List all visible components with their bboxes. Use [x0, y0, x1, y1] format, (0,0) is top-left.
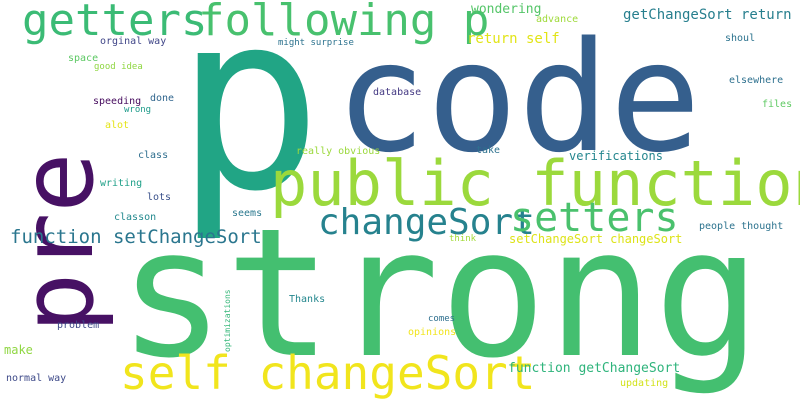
word-following-p: following p	[198, 0, 490, 46]
word-think: think	[449, 234, 477, 244]
word-code: code	[335, 9, 702, 186]
word-speeding: speeding	[93, 96, 142, 107]
word-p: p	[175, 0, 323, 245]
word-done: done	[150, 93, 175, 104]
word-orginal-way: orginal way	[100, 36, 167, 47]
word-take: take	[476, 145, 501, 156]
word-public-function: public function	[270, 147, 800, 220]
word-thanks: Thanks	[289, 294, 326, 305]
word-updating: updating	[620, 378, 669, 389]
word-function-getchangesort: function getChangeSort	[508, 361, 681, 376]
word-opinions: opinions	[408, 327, 457, 338]
word-wondering: wondering	[471, 2, 542, 17]
word-people-thought: people thought	[699, 221, 784, 232]
word-function-setchangesort: function setChangeSort	[10, 226, 262, 248]
word-elsewhere: elsewhere	[729, 75, 784, 86]
word-space: space	[68, 53, 99, 64]
word-return-self: return self	[467, 31, 560, 47]
word-wrong: wrong	[124, 105, 152, 115]
word-really-obvious: really obvious	[296, 146, 381, 157]
word-normal-way: normal way	[6, 373, 67, 384]
word-make: make	[4, 343, 33, 357]
word-changesort: changeSort	[318, 202, 535, 243]
word-optimizations: optimizations	[223, 289, 232, 352]
word-lots: lots	[147, 192, 172, 203]
word-setchangesort-changesort: setChangeSort changeSort	[509, 232, 683, 246]
word-self-changesort: self changeSort	[120, 346, 536, 400]
word-comes: comes	[428, 314, 456, 324]
word-getters: getters	[22, 0, 208, 46]
word-good-idea: good idea	[94, 62, 143, 72]
word-might-surprise: might surprise	[278, 38, 354, 48]
word-getchangesort-return: getChangeSort return	[623, 7, 792, 23]
word-seems: seems	[232, 208, 263, 219]
word-advance: advance	[536, 14, 579, 25]
word-class: class	[138, 150, 169, 161]
word-alot: alot	[105, 120, 130, 131]
word-setters: setters	[510, 195, 679, 241]
word-classon: classon	[114, 212, 157, 223]
word-strong: strong	[118, 190, 761, 397]
word-writing: writing	[100, 178, 143, 189]
word-problem: problem	[57, 320, 100, 331]
word-files: files	[762, 99, 793, 110]
word-shoul: shoul	[725, 33, 756, 44]
word-verifications: verifications	[569, 149, 663, 163]
word-database: database	[373, 87, 422, 98]
